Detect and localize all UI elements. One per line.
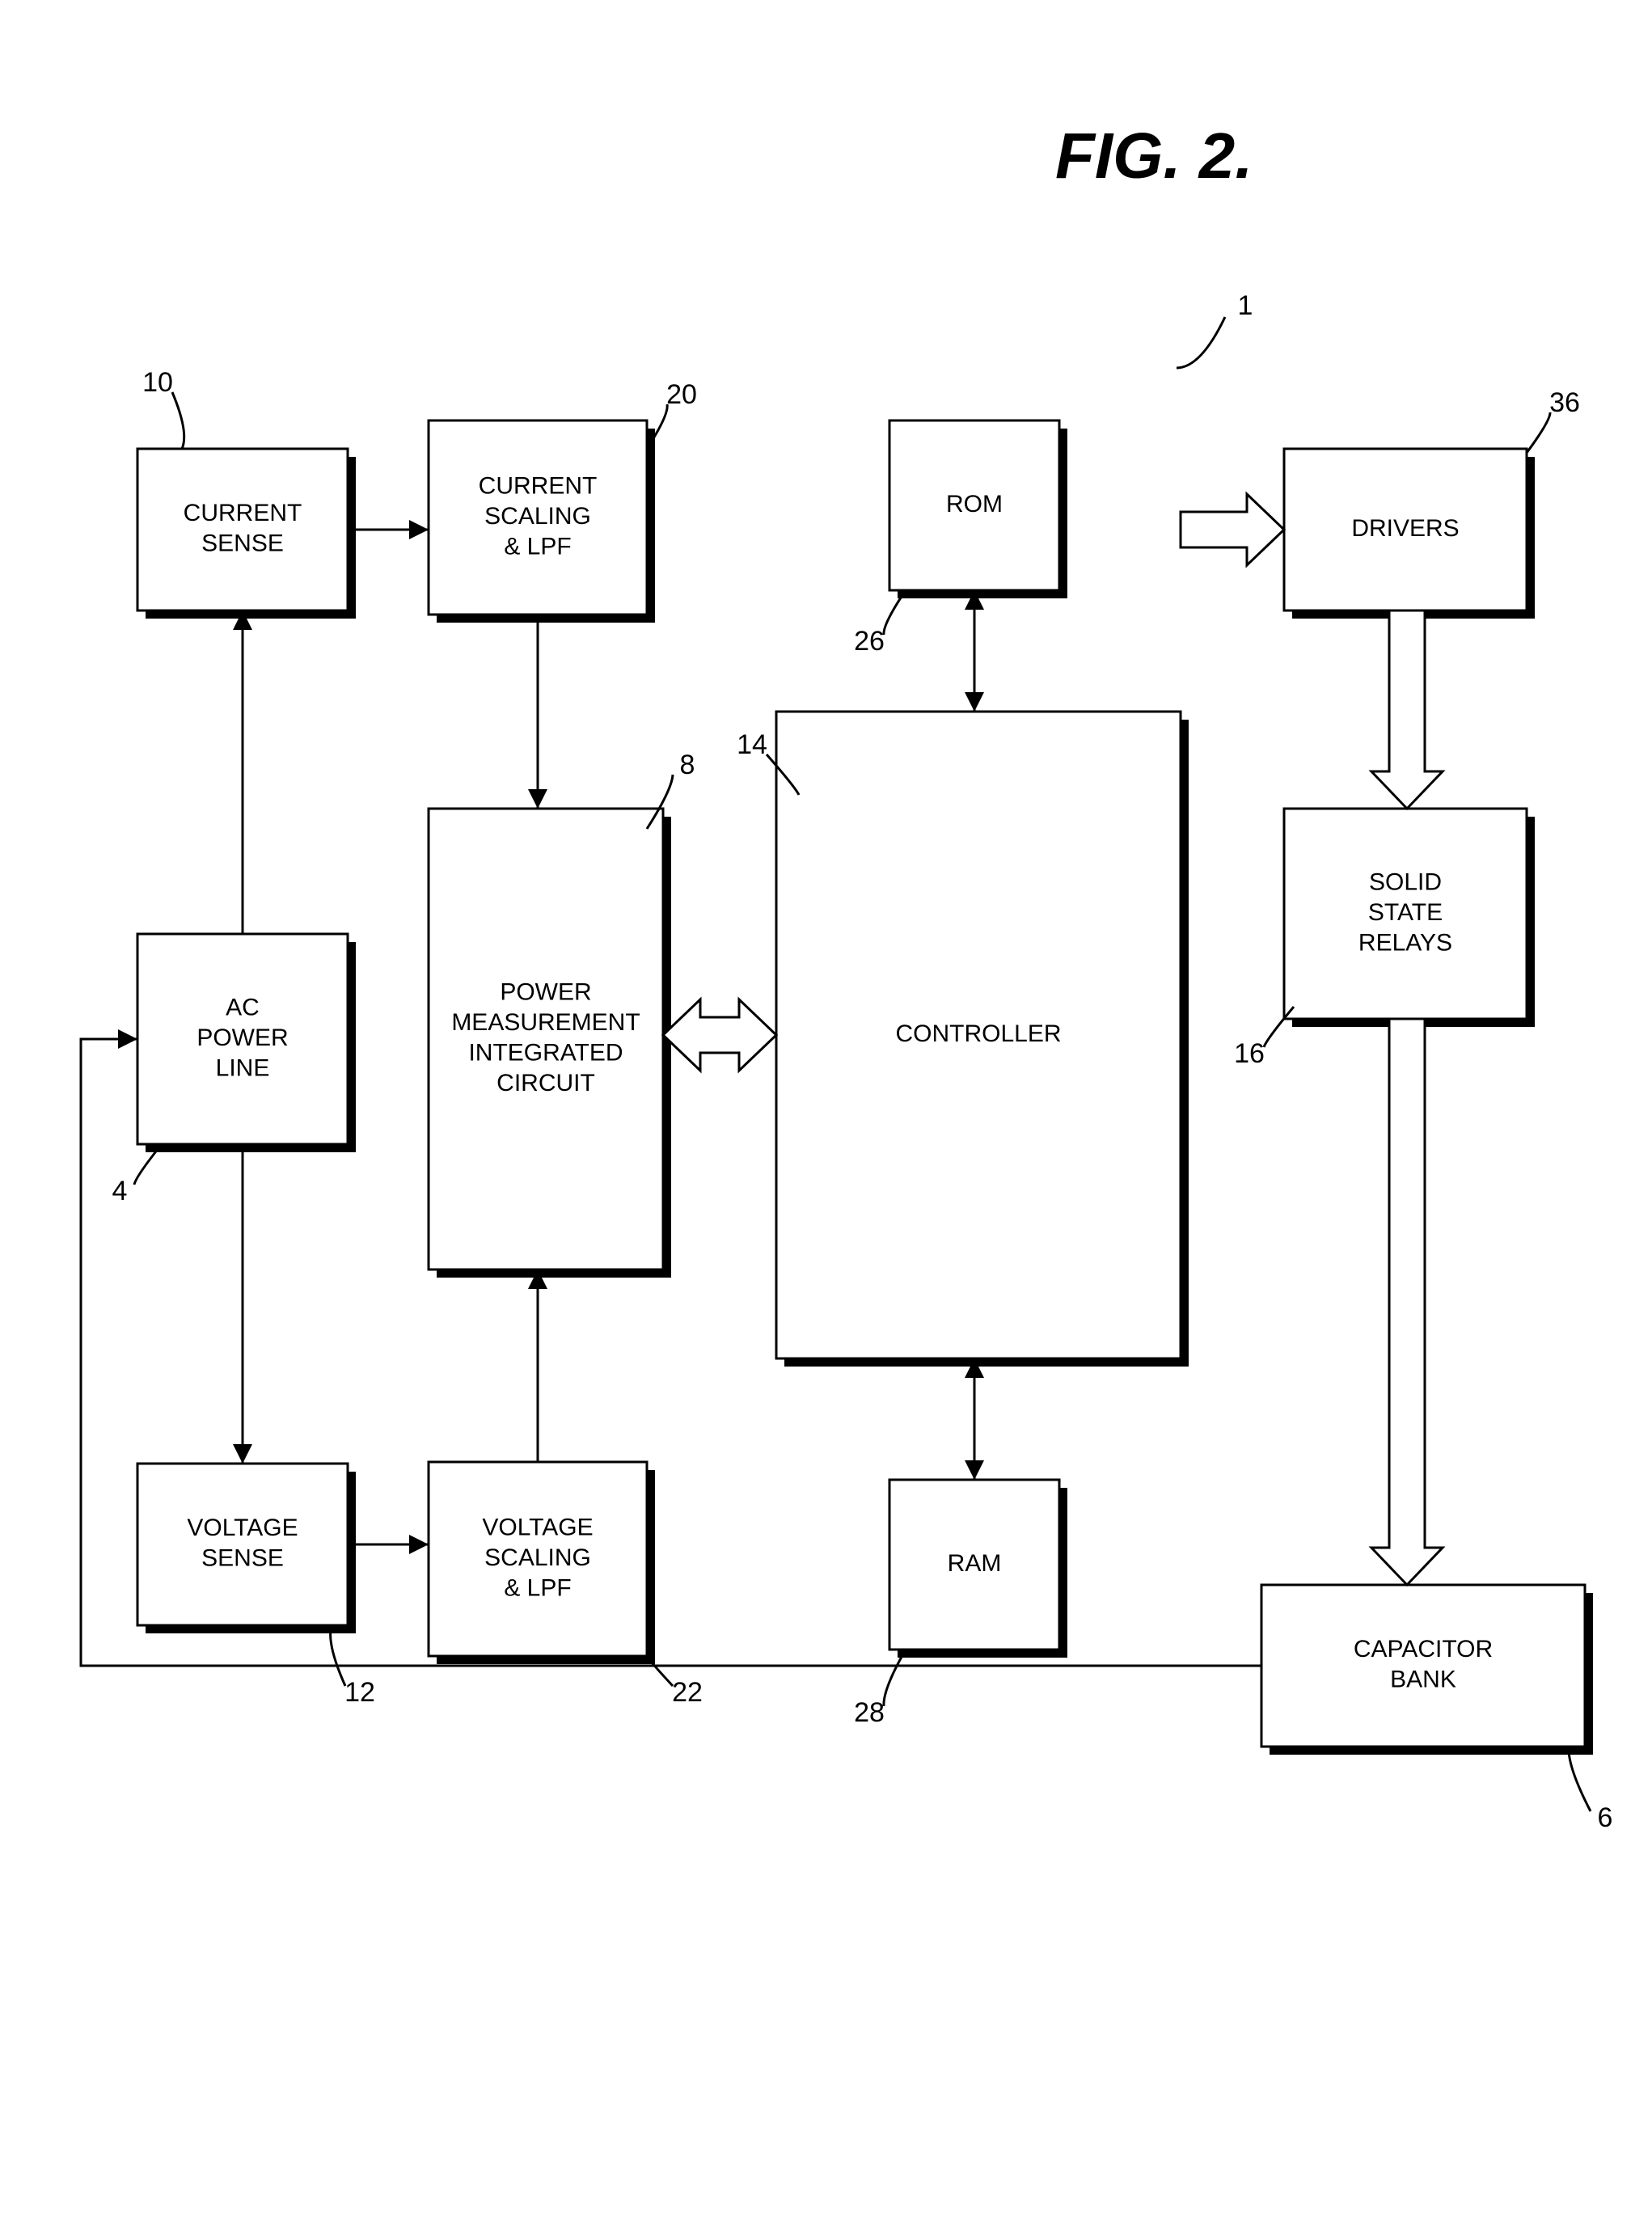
rom-ref: 26 [854,626,885,657]
pmic-label: MEASUREMENT [451,1009,640,1036]
arrow-head [965,1460,984,1480]
hollow-arrow [1371,1019,1443,1585]
pmic-label: INTEGRATED [468,1040,623,1067]
voltage_sense-ref-leader [331,1625,345,1686]
drivers-ref-leader [1527,412,1550,453]
ssr-label: RELAYS [1358,929,1452,956]
voltage_scaling-ref: 22 [672,1677,703,1708]
controller-label: CONTROLLER [895,1020,1061,1047]
voltage_scaling-label: SCALING [484,1544,591,1571]
ac_power_line-label: POWER [196,1025,288,1051]
voltage_scaling-label: VOLTAGE [482,1514,593,1540]
drivers-ref: 36 [1549,387,1580,418]
ac_power_line-label: AC [226,994,260,1020]
arrow-head [409,1535,429,1554]
pmic-label: POWER [500,979,591,1006]
current_sense-label: CURRENT [184,500,302,526]
system-ref-leader [1177,317,1225,368]
arrow-head [233,1444,252,1464]
current_scaling-label: CURRENT [479,472,598,499]
ram-ref-leader [884,1650,906,1706]
rom-ref-leader [884,590,906,635]
capbank-label: BANK [1390,1667,1456,1693]
rom-label: ROM [946,491,1003,518]
ssr-label: STATE [1368,899,1443,926]
arrow-head [409,520,429,539]
ram-label: RAM [948,1550,1002,1577]
hollow-arrow [1181,494,1284,565]
voltage_sense-label: SENSE [201,1545,284,1572]
current_scaling-label: & LPF [504,533,571,560]
voltage_sense-ref: 12 [344,1677,375,1708]
ac_power_line-ref: 4 [112,1176,128,1206]
voltage_scaling-label: & LPF [504,1574,571,1601]
hollow-arrow [663,999,776,1071]
controller-ref: 14 [737,729,767,760]
pmic-label: CIRCUIT [496,1070,595,1096]
ssr-label: SOLID [1369,868,1442,895]
capbank-ref-leader [1569,1747,1591,1811]
ssr-ref: 16 [1234,1038,1265,1069]
voltage_sense-label: VOLTAGE [187,1515,298,1541]
ac_power_line-label: LINE [216,1054,270,1081]
arrow-head [528,789,547,809]
current_sense-label: SENSE [201,530,284,557]
capbank-ref: 6 [1598,1802,1613,1833]
ssr-ref-leader [1264,1007,1294,1047]
current_sense-ref: 10 [142,367,173,398]
figure-title: FIG. 2. [1055,120,1253,192]
current_scaling-ref-leader [647,404,667,449]
voltage_scaling-ref-leader [647,1656,673,1686]
current_scaling-label: SCALING [484,503,591,530]
arrow-head [965,692,984,712]
ram-ref: 28 [854,1697,885,1728]
current_scaling-ref: 20 [666,379,697,410]
system-ref: 1 [1238,290,1253,321]
drivers-label: DRIVERS [1351,515,1459,542]
hollow-arrow [1371,610,1443,809]
current_sense-ref-leader [172,392,184,449]
pmic-ref: 8 [680,750,695,780]
capbank-label: CAPACITOR [1354,1636,1493,1662]
feedback-arrow-head [118,1029,137,1049]
